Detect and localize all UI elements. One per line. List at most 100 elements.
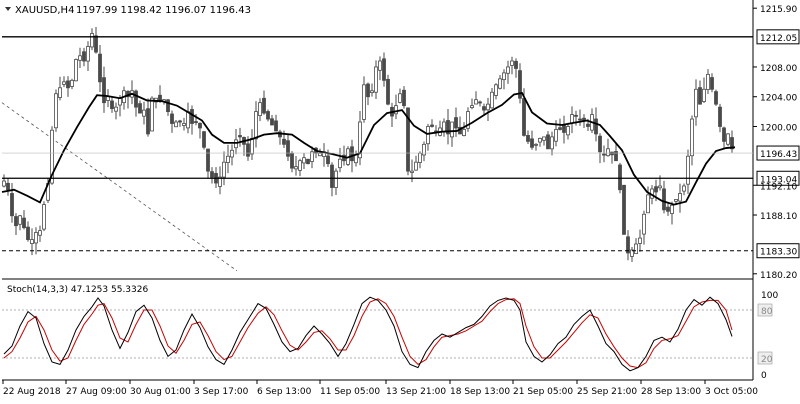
- candle: [42, 201, 46, 232]
- candle: [430, 119, 434, 128]
- candle: [22, 210, 26, 230]
- candle-body: [426, 126, 430, 145]
- candle: [210, 167, 214, 184]
- chart-header: XAUUSD,H4 1197.99 1198.42 1196.07 1196.4…: [5, 5, 251, 16]
- candle-body: [246, 143, 250, 157]
- candle: [490, 88, 494, 109]
- candle: [34, 227, 38, 255]
- candle: [514, 58, 518, 78]
- candle-body: [654, 186, 658, 193]
- candle: [150, 96, 154, 132]
- candle: [566, 122, 570, 140]
- candle-body: [398, 93, 402, 103]
- candle-body: [102, 77, 106, 104]
- candle: [62, 76, 66, 88]
- time-tick-label: 6 Sep 13:00: [257, 387, 312, 397]
- stoch-tick-label: 100: [761, 291, 778, 301]
- time-tick-label: 3 Oct 05:00: [705, 387, 758, 397]
- time-tick-label: 3 Sep 17:00: [194, 387, 249, 397]
- candle-body: [270, 118, 274, 126]
- level-price-tag-text: 1212.05: [760, 34, 797, 44]
- candle-body: [446, 120, 450, 135]
- candle-body: [186, 111, 190, 129]
- candle-body: [666, 206, 670, 212]
- moving-average-line: [1, 91, 736, 206]
- candle-body: [178, 120, 182, 123]
- candle: [94, 26, 98, 54]
- candle-body: [54, 93, 58, 129]
- candle-body: [662, 188, 666, 211]
- stoch-tick-label: 20: [761, 355, 773, 365]
- candle-body: [726, 133, 730, 145]
- candle-body: [598, 135, 602, 153]
- candle-body: [58, 87, 62, 98]
- candle: [730, 130, 734, 153]
- candle-body: [198, 122, 202, 129]
- candle-body: [358, 121, 362, 159]
- candle: [518, 63, 522, 104]
- candle-body: [134, 90, 138, 108]
- candle-body: [230, 149, 234, 158]
- candle: [330, 162, 334, 197]
- candle: [178, 119, 182, 127]
- candle: [298, 158, 302, 177]
- candle-body: [730, 137, 734, 150]
- price-tick-label: 1200.00: [760, 123, 797, 133]
- candle: [462, 122, 466, 137]
- candle-body: [218, 176, 222, 187]
- candle: [334, 168, 338, 196]
- candle-body: [374, 66, 378, 93]
- candle-body: [378, 60, 382, 71]
- candle-body: [170, 113, 174, 124]
- candle-body: [42, 204, 46, 230]
- candle-body: [574, 114, 578, 117]
- candle-body: [546, 134, 550, 150]
- candle: [182, 117, 186, 131]
- candle-body: [286, 140, 290, 157]
- candle-body: [698, 87, 702, 105]
- horizontal-levels-layer[interactable]: 1212.05 1193.04 1183.30 1196.43: [2, 29, 800, 259]
- stoch-signal-line: [3, 298, 733, 369]
- candle-body: [610, 151, 614, 156]
- candle: [238, 127, 242, 147]
- candle: [646, 186, 650, 214]
- candle: [494, 83, 498, 100]
- candle: [422, 141, 426, 162]
- candle-body: [22, 217, 26, 229]
- candle-body: [690, 118, 694, 157]
- candle-body: [606, 148, 610, 157]
- candle: [538, 137, 542, 147]
- candle-body: [146, 108, 150, 135]
- candle-body: [238, 135, 242, 138]
- candle: [530, 130, 534, 150]
- candle: [170, 110, 174, 133]
- level-price-tag: [756, 170, 800, 186]
- time-tick-label: 25 Sep 21:00: [577, 387, 637, 397]
- candle-body: [502, 72, 506, 81]
- collapse-triangle-icon[interactable]: [5, 7, 11, 11]
- candle-body: [370, 90, 374, 93]
- level-price-tag-text: 1193.04: [760, 175, 797, 185]
- candle: [82, 47, 86, 67]
- candle: [38, 225, 42, 242]
- candle: [498, 74, 502, 90]
- candle-body: [318, 152, 322, 157]
- stoch-level-tag: [757, 303, 773, 317]
- price-axis: 1215.90 1208.00 1204.00 1200.00 1192.10 1188.…: [753, 5, 797, 281]
- candle: [678, 183, 682, 213]
- candle: [638, 229, 642, 252]
- stoch-tick-label: 0: [761, 371, 767, 381]
- candle-body: [594, 118, 598, 135]
- candle-body: [450, 121, 454, 138]
- candle: [306, 158, 310, 165]
- candle: [2, 174, 6, 188]
- candle-body: [250, 137, 254, 155]
- candle-body: [210, 171, 214, 178]
- candle: [710, 73, 714, 93]
- candle-body: [586, 123, 590, 127]
- candle-body: [74, 59, 78, 82]
- candle: [478, 100, 482, 107]
- candle: [102, 66, 106, 113]
- candle-body: [554, 129, 558, 142]
